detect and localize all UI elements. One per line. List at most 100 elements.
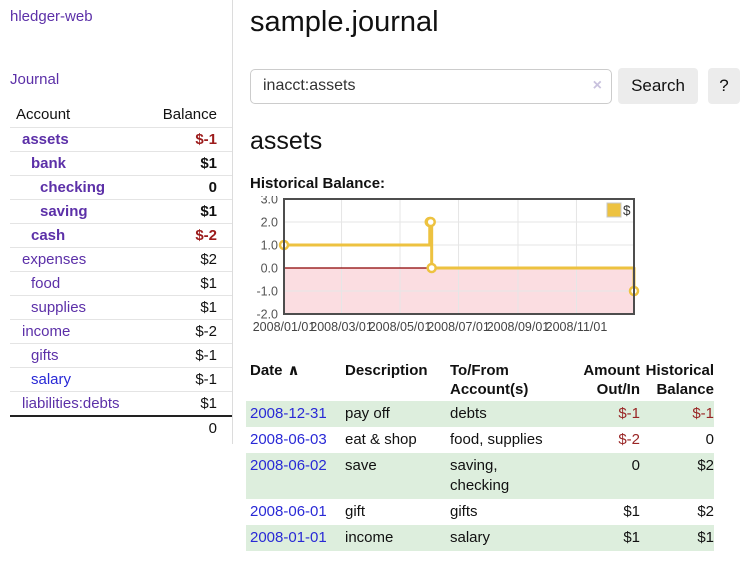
- account-link[interactable]: bank: [31, 155, 67, 172]
- account-link[interactable]: expenses: [22, 251, 87, 268]
- search-input[interactable]: [250, 68, 612, 104]
- sidebar-account-row: bank $1: [10, 151, 232, 176]
- sidebar-account-row: gifts $-1: [10, 343, 232, 368]
- sidebar-account-row: cash $-2: [10, 223, 232, 248]
- register-cell-balance: $-1: [692, 405, 714, 422]
- svg-text:2008/09/01: 2008/09/01: [487, 320, 550, 334]
- register-cell-balance: $1: [697, 529, 714, 546]
- register-header-row: Date ∧ Description To/From Account(s) Amo…: [246, 359, 714, 401]
- register-cell-amount: $-1: [618, 405, 640, 422]
- search-button[interactable]: Search: [618, 68, 698, 104]
- transaction-date-link[interactable]: 2008-12-31: [250, 405, 327, 422]
- search-box: ×: [250, 68, 612, 104]
- sidebar-account-row: saving $1: [10, 199, 232, 224]
- transaction-date-link[interactable]: 2008-06-03: [250, 431, 327, 448]
- register-cell-balance: $2: [697, 503, 714, 520]
- svg-text:2008/03/01: 2008/03/01: [310, 320, 373, 334]
- accounts-total-row: 0: [10, 414, 232, 440]
- account-link[interactable]: saving: [40, 203, 88, 220]
- account-link[interactable]: income: [22, 323, 71, 340]
- register-cell-balance: $2: [697, 457, 714, 474]
- nav-journal-link[interactable]: Journal: [10, 71, 60, 88]
- clear-search-icon[interactable]: ×: [592, 76, 602, 94]
- account-link[interactable]: supplies: [31, 299, 87, 316]
- register-row: 2008-06-03 eat & shop food, supplies $-2 0: [246, 427, 714, 453]
- account-balance: $2: [141, 247, 232, 272]
- register-col-accounts: To/From Account(s): [450, 362, 529, 398]
- register-cell-accounts: saving, checking: [450, 457, 510, 494]
- register-row: 2008-06-02 save saving, checking 0 $2: [246, 453, 714, 499]
- svg-text:2008/07/01: 2008/07/01: [427, 320, 490, 334]
- sidebar-account-row: supplies $1: [10, 295, 232, 320]
- account-link[interactable]: gifts: [31, 347, 59, 364]
- register-col-balance: Historical Balance: [645, 362, 714, 398]
- register-cell-date: 2008-06-02: [246, 453, 341, 499]
- register-cell-accounts: gifts: [450, 503, 478, 520]
- sidebar-account-row: expenses $2: [10, 247, 232, 272]
- svg-text:-2.0: -2.0: [256, 308, 278, 322]
- register-cell-accounts: debts: [450, 405, 487, 422]
- account-balance: $-1: [141, 343, 232, 368]
- account-link[interactable]: checking: [40, 179, 106, 196]
- svg-text:-1.0: -1.0: [256, 285, 278, 299]
- sidebar-account-row: income $-2: [10, 319, 232, 344]
- accounts-total-balance: 0: [141, 414, 232, 440]
- register-col-date[interactable]: Date ∧: [246, 359, 341, 401]
- account-balance: $1: [141, 295, 232, 320]
- svg-text:0.0: 0.0: [261, 262, 278, 276]
- accounts-table: Account Balance assets $-1 bank $1 checking 0…: [10, 103, 232, 440]
- svg-text:2008/11/01: 2008/11/01: [546, 320, 608, 334]
- register-cell-description: eat & shop: [345, 431, 417, 448]
- help-button[interactable]: ?: [708, 68, 740, 104]
- historical-balance-chart: 3.0 2.0 1.0 0.0 -1.0 -2.0 2008/01/01 2008/03/01…: [246, 193, 742, 351]
- register-cell-date: 2008-06-03: [246, 427, 341, 453]
- svg-text:2008/05/01: 2008/05/01: [369, 320, 432, 334]
- transaction-date-link[interactable]: 2008-06-01: [250, 503, 327, 520]
- register-cell-amount: $-2: [618, 431, 640, 448]
- account-balance: 0: [141, 175, 232, 200]
- accounts-total-spacer: [10, 414, 142, 440]
- brand-link[interactable]: hledger-web: [10, 8, 93, 25]
- register-col-amount: Amount Out/In: [583, 362, 640, 398]
- register-cell-description: income: [345, 529, 394, 546]
- register-cell-accounts: food, supplies: [450, 431, 543, 448]
- register-cell-amount: 0: [631, 457, 640, 474]
- chart-title: Historical Balance:: [250, 175, 386, 192]
- register-cell-date: 2008-06-01: [246, 499, 341, 525]
- account-heading: assets: [250, 127, 323, 155]
- sidebar-account-row: checking 0: [10, 175, 232, 200]
- register-table: Date ∧ Description To/From Account(s) Amo…: [246, 359, 714, 551]
- sort-ascending-icon: ∧: [287, 362, 300, 379]
- account-link[interactable]: liabilities:debts: [22, 394, 120, 412]
- register-row: 2008-01-01 income salary $1 $1: [246, 525, 714, 551]
- account-link[interactable]: salary: [31, 371, 72, 388]
- chart-canvas: 3.0 2.0 1.0 0.0 -1.0 -2.02008/01/012008/03/01…: [253, 193, 640, 334]
- register-cell-description: pay off: [345, 405, 390, 422]
- transaction-date-link[interactable]: 2008-06-02: [250, 457, 327, 474]
- register-row: 2008-12-31 pay off debts $-1 $-1: [246, 401, 714, 427]
- register-cell-description: save: [345, 457, 377, 474]
- register-col-date-label: Date: [250, 362, 283, 379]
- sidebar-account-row: assets $-1: [10, 127, 232, 152]
- search-row: × Search ?: [250, 68, 742, 104]
- account-link[interactable]: assets: [22, 131, 69, 148]
- accounts-col-balance: Balance: [162, 106, 217, 123]
- svg-text:1.0: 1.0: [261, 239, 278, 253]
- account-balance: $1: [141, 199, 232, 224]
- account-link[interactable]: food: [31, 275, 61, 292]
- sidebar-account-row: food $1: [10, 271, 232, 296]
- register-col-description: Description: [345, 362, 428, 379]
- register-cell-balance: 0: [705, 431, 714, 448]
- account-balance: $-2: [141, 223, 232, 248]
- sidebar-account-row: liabilities:debts $1: [10, 391, 232, 416]
- account-balance: $1: [141, 271, 232, 296]
- accounts-col-account: Account: [16, 106, 71, 123]
- svg-text:2.0: 2.0: [261, 216, 278, 230]
- account-link[interactable]: cash: [31, 227, 66, 244]
- account-balance: $-2: [141, 319, 232, 344]
- transaction-date-link[interactable]: 2008-01-01: [250, 529, 327, 546]
- sidebar-account-row: salary $-1: [10, 367, 232, 392]
- register-cell-amount: $1: [623, 503, 640, 520]
- register-cell-amount: $1: [623, 529, 640, 546]
- register-cell-description: gift: [345, 503, 366, 520]
